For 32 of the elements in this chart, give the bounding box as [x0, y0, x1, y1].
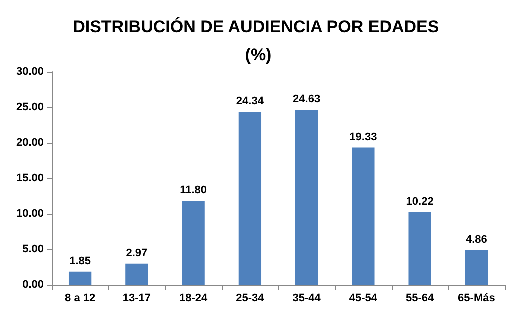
- data-label: 24.63: [293, 94, 321, 106]
- x-tick-label: 55-64: [406, 292, 436, 304]
- x-tick-label: 13-17: [122, 292, 152, 304]
- x-tick-label: 45-54: [349, 292, 378, 304]
- chart-title: DISTRIBUCIÓN DE AUDIENCIA POR EDADES (%): [73, 16, 444, 64]
- y-tick-label: 5.00: [22, 244, 44, 256]
- y-tick-label: 10.00: [16, 208, 44, 220]
- bar: [408, 212, 432, 285]
- data-label: 11.80: [180, 184, 208, 197]
- y-tick-label: 0.00: [22, 279, 44, 291]
- data-label: 10.22: [406, 196, 434, 208]
- x-tick-label: 8 a 12: [65, 292, 96, 304]
- y-tick-label: 30.00: [16, 66, 44, 78]
- y-tick-label: 25.00: [16, 102, 44, 114]
- bar: [465, 250, 488, 285]
- bar: [295, 110, 318, 285]
- data-label: 19.33: [350, 131, 378, 144]
- x-tick-label: 25-34: [236, 292, 266, 304]
- x-tick-label: 18-24: [179, 292, 209, 304]
- data-label: 24.34: [236, 96, 265, 108]
- data-label: 2.97: [126, 247, 148, 260]
- data-label: 4.86: [466, 234, 488, 246]
- bar: [126, 264, 148, 285]
- bar: [352, 148, 375, 285]
- bar: [68, 272, 92, 285]
- y-tick-label: 20.00: [16, 137, 44, 149]
- y-tick-label: 15.00: [16, 172, 44, 184]
- x-tick-label: 65-Más: [458, 292, 496, 304]
- bar: [238, 112, 262, 285]
- x-tick-label: 35-44: [292, 292, 322, 304]
- data-label: 1.85: [70, 255, 92, 268]
- bar: [182, 201, 205, 285]
